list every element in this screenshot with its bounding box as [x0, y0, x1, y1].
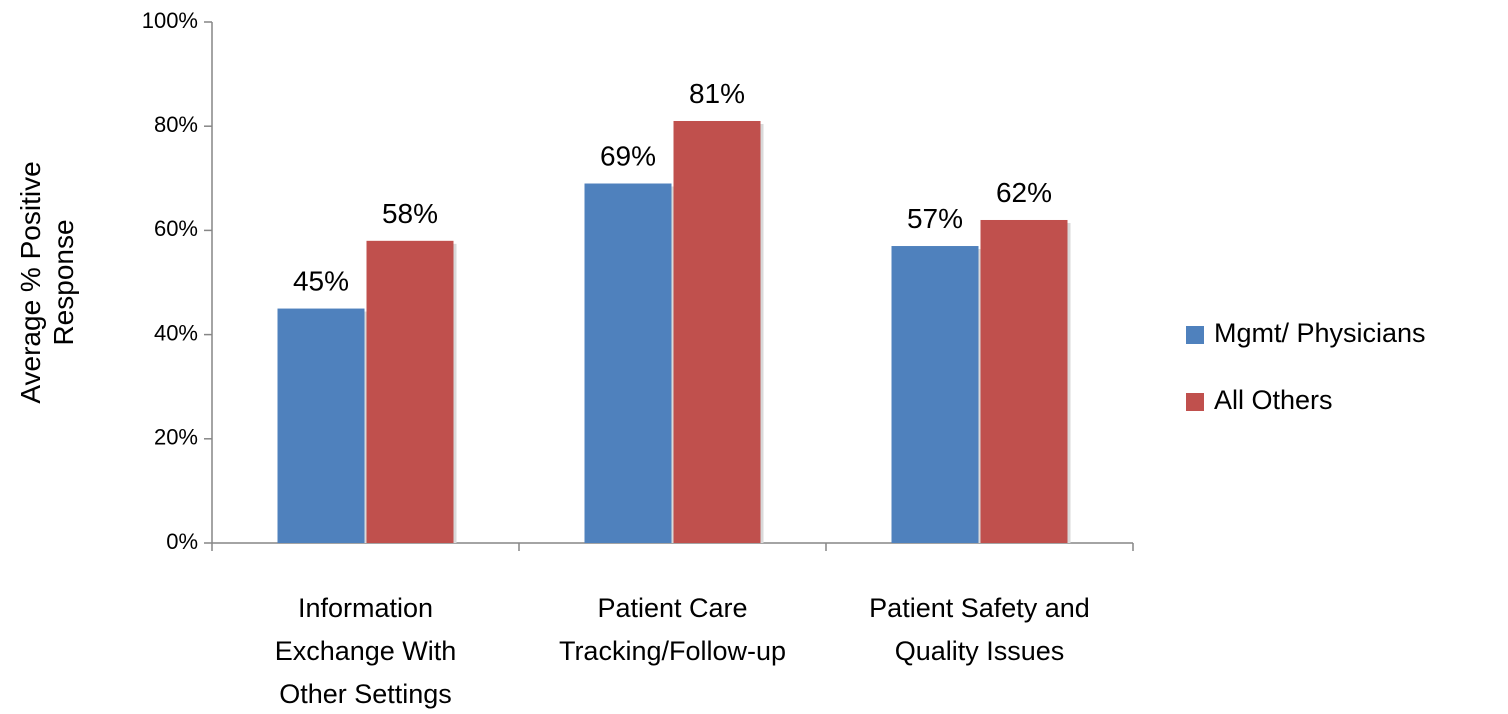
bar — [980, 219, 1068, 544]
x-tick-label-line: Quality Issues — [895, 636, 1065, 666]
legend-swatch — [1186, 393, 1204, 411]
y-tick-label: 20% — [154, 425, 198, 450]
legend-label: All Others — [1214, 385, 1333, 415]
y-axis-title-line: Average % Positive — [15, 161, 46, 403]
y-tick-label: 100% — [142, 8, 198, 33]
x-tick-label: Patient Safety and Quality Issues — [869, 593, 1090, 666]
bar — [584, 183, 672, 543]
bar — [673, 120, 761, 544]
legend-label: Mgmt/ Physicians — [1214, 318, 1426, 348]
data-label: 81% — [689, 78, 745, 109]
y-tick-label: 40% — [154, 320, 198, 345]
x-tick-label: Information Exchange With Other Settings — [275, 593, 457, 709]
data-label: 45% — [293, 266, 349, 297]
x-tick-label-line: Tracking/Follow-up — [559, 636, 786, 666]
y-tick-label: 80% — [154, 112, 198, 137]
data-label: 62% — [996, 177, 1052, 208]
x-tick-label-line: Patient Safety and — [869, 593, 1090, 623]
y-tick-label: 0% — [166, 529, 198, 554]
x-tick-label: Patient Care Tracking/Follow-up — [559, 593, 786, 666]
data-label: 58% — [382, 198, 438, 229]
y-axis-title-line: Response — [48, 219, 79, 345]
y-axis-title: Average % PositiveResponse — [15, 161, 79, 403]
x-tick-label-line: Other Settings — [279, 679, 452, 709]
y-tick-label: 60% — [154, 216, 198, 241]
x-tick-label-line: Patient Care — [597, 593, 747, 623]
x-tick-label-line: Exchange With — [275, 636, 457, 666]
data-label: 69% — [600, 141, 656, 172]
bar — [366, 240, 454, 543]
bar — [277, 308, 365, 543]
data-label: 57% — [907, 203, 963, 234]
legend-swatch — [1186, 326, 1204, 344]
x-tick-label-line: Information — [298, 593, 433, 623]
bar — [891, 246, 979, 543]
